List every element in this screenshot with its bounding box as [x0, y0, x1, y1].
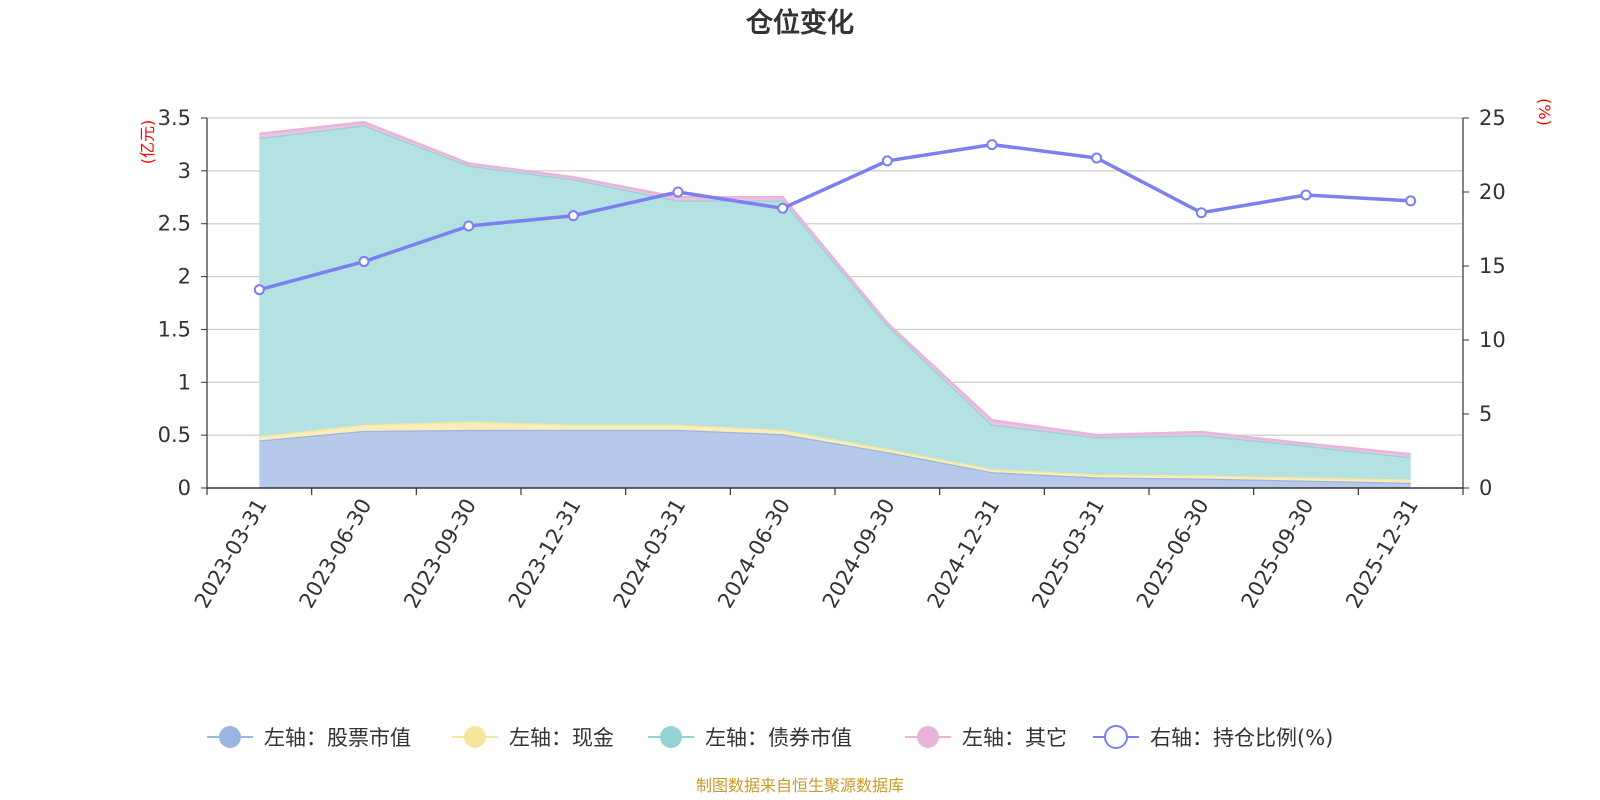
legend[interactable]: 左轴：股票市值 左轴：现金 左轴：债券市值 左轴：其它 右轴：持仓比例(%) — [207, 725, 1333, 750]
area-0 — [259, 429, 1411, 488]
right-tick-label: 15 — [1479, 254, 1506, 278]
legend-marker — [917, 726, 939, 748]
right-axis-unit: (%) — [1535, 98, 1554, 126]
ratio-point[interactable] — [672, 186, 684, 198]
area-2 — [259, 125, 1411, 480]
ratio-point[interactable] — [358, 256, 370, 268]
ratio-point[interactable] — [881, 155, 893, 167]
legend-label: 左轴：现金 — [509, 726, 614, 750]
ratio-point[interactable] — [1091, 152, 1103, 164]
ratio-line — [253, 139, 1417, 296]
right-tick-label: 5 — [1479, 402, 1492, 426]
ratio-point[interactable] — [463, 220, 475, 232]
left-tick-label: 3 — [178, 159, 191, 183]
x-tick-label: 2023-03-31 — [190, 495, 272, 613]
ratio-line-path — [258, 142, 1411, 292]
x-tick-label: 2024-06-30 — [713, 495, 795, 613]
legend-label: 右轴：持仓比例(%) — [1150, 726, 1333, 750]
legend-marker — [464, 726, 486, 748]
x-tick-label: 2024-09-30 — [818, 495, 900, 613]
source-footer: 制图数据来自恒生聚源数据库 — [696, 776, 904, 795]
ratio-point[interactable] — [567, 210, 579, 222]
right-tick-label: 0 — [1479, 476, 1492, 500]
x-tick-label: 2024-03-31 — [609, 495, 691, 613]
legend-item-2[interactable]: 左轴：债券市值 — [648, 726, 852, 750]
ratio-point[interactable] — [986, 139, 998, 151]
ratio-point[interactable] — [1405, 195, 1417, 207]
x-tick-label: 2025-03-31 — [1027, 495, 1109, 613]
left-tick-label: 1.5 — [158, 317, 191, 341]
right-tick-label: 10 — [1479, 328, 1506, 352]
x-tick-label: 2023-12-31 — [504, 495, 586, 613]
left-tick-label: 0.5 — [158, 423, 191, 447]
legend-label: 左轴：债券市值 — [705, 726, 852, 750]
legend-marker — [660, 726, 682, 748]
x-tick-label: 2024-12-31 — [923, 495, 1005, 613]
area-1 — [259, 421, 1411, 483]
x-tick-label: 2025-06-30 — [1132, 495, 1214, 613]
ratio-point[interactable] — [777, 202, 789, 214]
right-tick-label: 25 — [1479, 106, 1506, 130]
left-tick-label: 3.5 — [158, 106, 191, 130]
chart-title: 仓位变化 — [745, 7, 854, 39]
stacked-areas — [259, 120, 1411, 488]
legend-label: 左轴：其它 — [962, 726, 1067, 750]
legend-item-0[interactable]: 左轴：股票市值 — [207, 726, 411, 750]
x-tick-label: 2023-09-30 — [399, 494, 481, 612]
x-tick-label: 2025-09-30 — [1237, 495, 1319, 613]
left-axis-unit: (亿元) — [138, 120, 157, 165]
left-tick-label: 0 — [178, 476, 191, 500]
x-tick-label: 2023-06-30 — [295, 495, 377, 613]
left-tick-label: 2.5 — [158, 212, 191, 236]
ratio-point[interactable] — [253, 284, 265, 296]
ratio-point[interactable] — [1300, 189, 1312, 201]
legend-marker — [219, 726, 241, 748]
area-edge-3 — [259, 120, 1411, 456]
legend-item-4[interactable]: 右轴：持仓比例(%) — [1093, 725, 1333, 750]
right-tick-label: 20 — [1479, 180, 1506, 204]
legend-marker — [1104, 725, 1128, 749]
ratio-point[interactable] — [1195, 207, 1207, 219]
x-tick-label: 2025-12-31 — [1341, 495, 1423, 613]
legend-item-1[interactable]: 左轴：现金 — [452, 726, 614, 750]
left-tick-label: 1 — [178, 370, 191, 394]
legend-item-3[interactable]: 左轴：其它 — [905, 726, 1067, 750]
left-tick-label: 2 — [178, 265, 191, 289]
legend-label: 左轴：股票市值 — [264, 726, 411, 750]
